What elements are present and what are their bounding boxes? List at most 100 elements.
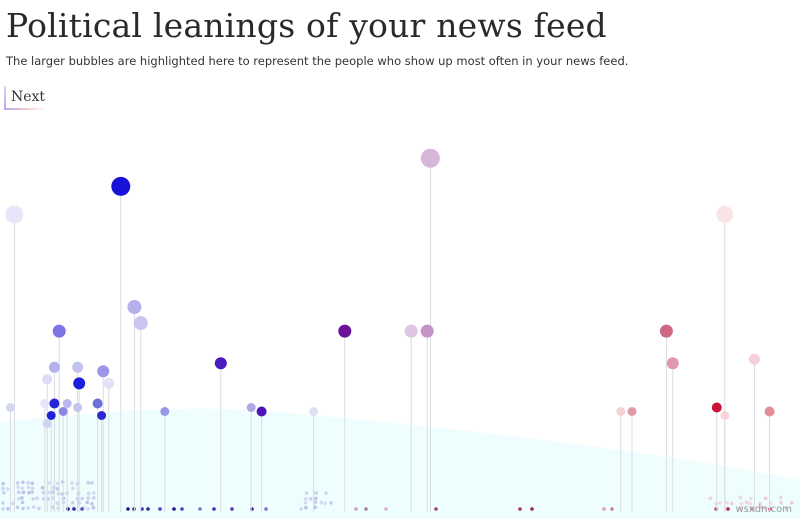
bubbles [5, 148, 775, 429]
small-dot [749, 496, 753, 501]
bubble-point[interactable] [420, 148, 440, 168]
small-dot [70, 486, 75, 491]
small-dot [26, 506, 30, 510]
axis-dot [530, 507, 534, 511]
axis-dot [384, 507, 388, 511]
bubble-point[interactable] [97, 365, 110, 378]
small-dot [319, 500, 324, 505]
bubble-point[interactable] [716, 206, 734, 223]
axis-dot [80, 507, 84, 511]
bubble-point[interactable] [420, 324, 434, 338]
small-dot [30, 486, 35, 491]
bubble-point[interactable] [659, 324, 673, 338]
small-dot [1, 507, 5, 511]
small-dot [21, 490, 26, 495]
bubble-point[interactable] [338, 324, 352, 338]
small-dot [30, 481, 35, 486]
bubble-point[interactable] [49, 398, 60, 409]
background-density-area [0, 408, 800, 519]
small-dot [92, 491, 96, 495]
bubble-point[interactable] [46, 411, 56, 420]
bubble-point[interactable] [73, 403, 83, 412]
small-dot [778, 495, 783, 500]
bubble-point[interactable] [97, 411, 107, 420]
bubble-point[interactable] [58, 407, 68, 416]
bubble-point[interactable] [764, 406, 775, 417]
bubble-point[interactable] [748, 353, 760, 365]
bubble-point[interactable] [52, 324, 66, 338]
bubble-point[interactable] [5, 205, 24, 224]
bubble-point[interactable] [73, 377, 86, 390]
small-dot [314, 491, 319, 495]
small-dot [758, 501, 762, 506]
small-dot [15, 481, 20, 485]
axis-dot [126, 507, 130, 511]
bubble-point[interactable] [214, 357, 227, 370]
bubble-point[interactable] [103, 377, 115, 389]
small-dot [86, 507, 90, 511]
bubble-point[interactable] [309, 407, 319, 416]
bubble-point[interactable] [111, 176, 131, 196]
small-dot [90, 481, 94, 485]
small-dot [784, 506, 789, 511]
axis-dot [364, 507, 368, 511]
small-dot [708, 496, 713, 501]
small-dot [55, 481, 60, 486]
bubble-point[interactable] [720, 411, 730, 420]
axis-dot [72, 507, 76, 511]
small-dot [304, 505, 308, 510]
small-dot [17, 490, 21, 495]
small-dot [20, 496, 24, 500]
bubble-point[interactable] [160, 407, 170, 416]
bubble-point[interactable] [404, 324, 418, 338]
axis-dot [750, 507, 754, 511]
bubble-point[interactable] [616, 407, 626, 416]
small-dot [85, 500, 90, 505]
small-dot [308, 497, 313, 501]
small-dot [21, 506, 25, 511]
small-dot [47, 490, 51, 495]
bubble-point[interactable] [72, 361, 84, 373]
bubble-point[interactable] [5, 403, 15, 412]
small-dot [70, 501, 75, 505]
small-dot [80, 496, 84, 501]
small-dot [299, 507, 304, 511]
small-dot [90, 501, 94, 506]
bubble-point[interactable] [62, 399, 72, 408]
small-dot [323, 501, 328, 506]
bubble-point[interactable] [42, 374, 53, 385]
bubble-point[interactable] [627, 407, 637, 416]
bubble-point[interactable] [246, 403, 256, 412]
bubble-point[interactable] [256, 406, 267, 417]
next-button[interactable]: Next [4, 84, 50, 110]
bubble-point[interactable] [133, 316, 148, 331]
small-dot [760, 505, 764, 510]
small-dot [55, 486, 60, 491]
small-dot [314, 496, 318, 501]
small-dot [40, 485, 45, 490]
small-dot [738, 495, 743, 500]
axis-dot [146, 507, 150, 511]
small-dot [779, 500, 783, 505]
axis-dot [180, 507, 184, 511]
bubble-point[interactable] [711, 402, 722, 413]
axis-dot [172, 507, 176, 511]
bubble-point[interactable] [42, 419, 52, 429]
small-dot [303, 497, 308, 501]
bubble-point[interactable] [48, 361, 60, 373]
small-dot [15, 505, 20, 510]
small-dot [744, 500, 749, 505]
bubble-point[interactable] [666, 357, 679, 370]
bubble-point[interactable] [127, 300, 142, 314]
next-accent-left [4, 86, 6, 110]
small-dot [92, 496, 96, 500]
axis-dot [230, 507, 234, 511]
bubble-point[interactable] [92, 398, 103, 409]
axis-dot [610, 507, 614, 511]
axis-dot [354, 507, 358, 511]
small-dot-cluster [1, 480, 794, 511]
small-dot [86, 491, 91, 496]
bubble-point[interactable] [40, 399, 50, 408]
small-dot [763, 496, 768, 501]
small-dot [16, 496, 21, 501]
